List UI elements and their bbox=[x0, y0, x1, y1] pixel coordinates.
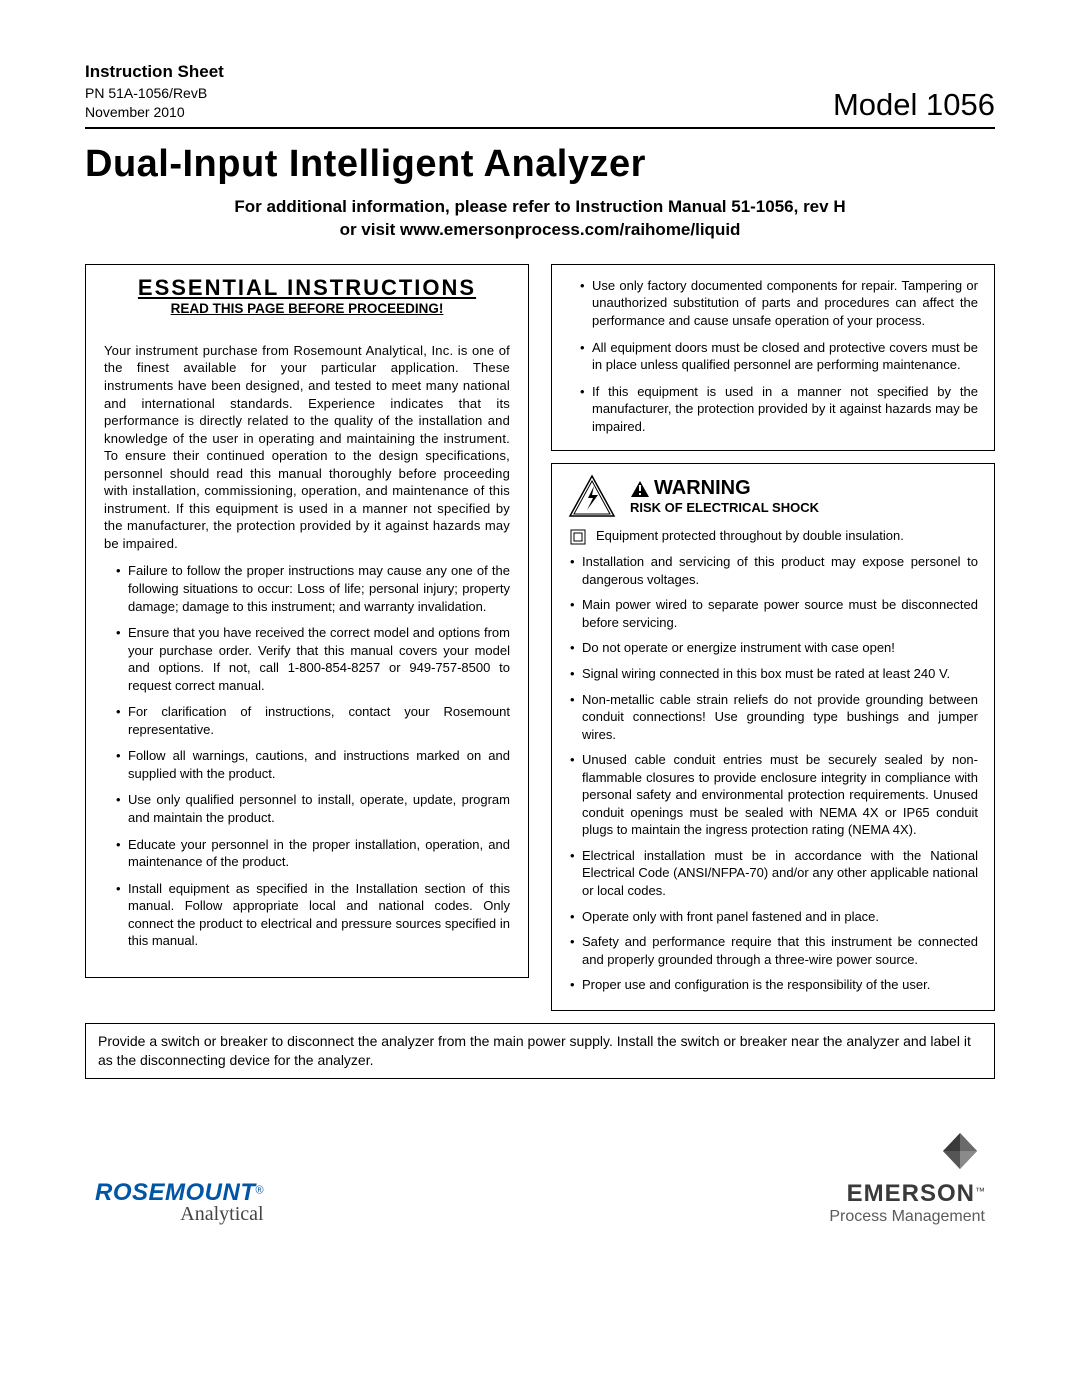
warning-header: WARNING RISK OF ELECTRICAL SHOCK bbox=[568, 474, 978, 518]
rosemount-logo: ROSEMOUNT® Analytical bbox=[95, 1179, 264, 1226]
subtitle-line-2: or visit www.emersonprocess.com/raihome/… bbox=[340, 220, 741, 239]
list-item: Failure to follow the proper instruction… bbox=[116, 562, 510, 615]
list-item: Installation and servicing of this produ… bbox=[570, 553, 978, 588]
model-number: Model 1056 bbox=[833, 87, 995, 123]
content-columns: ESSENTIAL INSTRUCTIONS READ THIS PAGE BE… bbox=[85, 264, 995, 1011]
warning-subtitle: RISK OF ELECTRICAL SHOCK bbox=[630, 500, 819, 515]
essential-subtitle: READ THIS PAGE BEFORE PROCEEDING! bbox=[104, 301, 510, 316]
warning-title-block: WARNING RISK OF ELECTRICAL SHOCK bbox=[630, 477, 819, 515]
emerson-mark-icon bbox=[935, 1129, 985, 1175]
list-item: Main power wired to separate power sourc… bbox=[570, 596, 978, 631]
essential-intro: Your instrument purchase from Rosemount … bbox=[104, 342, 510, 553]
right-top-box: Use only factory documented components f… bbox=[551, 264, 995, 451]
header: Instruction Sheet PN 51A-1056/RevB Novem… bbox=[85, 60, 995, 129]
list-item: Ensure that you have received the correc… bbox=[116, 624, 510, 694]
date: November 2010 bbox=[85, 103, 224, 123]
warning-box: WARNING RISK OF ELECTRICAL SHOCK Equipme… bbox=[551, 463, 995, 1010]
list-item: Electrical installation must be in accor… bbox=[570, 847, 978, 900]
electrical-shock-icon bbox=[568, 474, 616, 518]
insulation-text: Equipment protected throughout by double… bbox=[596, 528, 904, 543]
essential-bullets: Failure to follow the proper instruction… bbox=[104, 562, 510, 949]
list-item: Install equipment as specified in the In… bbox=[116, 880, 510, 950]
insulation-row: Equipment protected throughout by double… bbox=[568, 528, 978, 545]
list-item: Signal wiring connected in this box must… bbox=[570, 665, 978, 683]
essential-instructions-box: ESSENTIAL INSTRUCTIONS READ THIS PAGE BE… bbox=[85, 264, 529, 978]
list-item: All equipment doors must be closed and p… bbox=[580, 339, 978, 374]
list-item: Use only factory documented components f… bbox=[580, 277, 978, 330]
double-insulation-icon bbox=[570, 529, 586, 545]
warning-title: WARNING bbox=[630, 477, 819, 500]
emerson-name: EMERSON bbox=[847, 1180, 975, 1207]
sheet-title: Instruction Sheet bbox=[85, 60, 224, 84]
list-item: For clarification of instructions, conta… bbox=[116, 703, 510, 738]
list-item: Proper use and configuration is the resp… bbox=[570, 976, 978, 994]
list-item: Unused cable conduit entries must be sec… bbox=[570, 751, 978, 839]
registered-mark: ® bbox=[256, 1184, 264, 1196]
warning-title-text: WARNING bbox=[654, 477, 751, 500]
list-item: Use only qualified personnel to install,… bbox=[116, 791, 510, 826]
list-item: Safety and performance require that this… bbox=[570, 933, 978, 968]
trademark: ™ bbox=[975, 1186, 985, 1197]
list-item: Do not operate or energize instrument wi… bbox=[570, 639, 978, 657]
rosemount-brand: ROSEMOUNT bbox=[95, 1179, 256, 1206]
emerson-logo: EMERSON™ Process Management bbox=[829, 1129, 985, 1226]
subtitle-line-1: For additional information, please refer… bbox=[234, 197, 845, 216]
warning-bullets: Installation and servicing of this produ… bbox=[568, 553, 978, 993]
emerson-tagline: Process Management bbox=[829, 1208, 985, 1226]
essential-title: ESSENTIAL INSTRUCTIONS bbox=[104, 275, 510, 301]
header-left: Instruction Sheet PN 51A-1056/RevB Novem… bbox=[85, 60, 224, 123]
logos-row: ROSEMOUNT® Analytical EMERSON™ Process M… bbox=[85, 1129, 995, 1226]
list-item: Operate only with front panel fastened a… bbox=[570, 908, 978, 926]
right-top-bullets: Use only factory documented components f… bbox=[568, 277, 978, 435]
main-title: Dual-Input Intelligent Analyzer bbox=[85, 143, 995, 186]
footer-note: Provide a switch or breaker to disconnec… bbox=[85, 1023, 995, 1079]
part-number: PN 51A-1056/RevB bbox=[85, 84, 224, 104]
list-item: Non-metallic cable strain reliefs do not… bbox=[570, 691, 978, 744]
list-item: Educate your personnel in the proper ins… bbox=[116, 836, 510, 871]
right-column: Use only factory documented components f… bbox=[551, 264, 995, 1011]
list-item: If this equipment is used in a manner no… bbox=[580, 383, 978, 436]
left-column: ESSENTIAL INSTRUCTIONS READ THIS PAGE BE… bbox=[85, 264, 529, 1011]
list-item: Follow all warnings, cautions, and instr… bbox=[116, 747, 510, 782]
subtitle: For additional information, please refer… bbox=[85, 196, 995, 242]
warning-triangle-icon bbox=[630, 480, 650, 498]
